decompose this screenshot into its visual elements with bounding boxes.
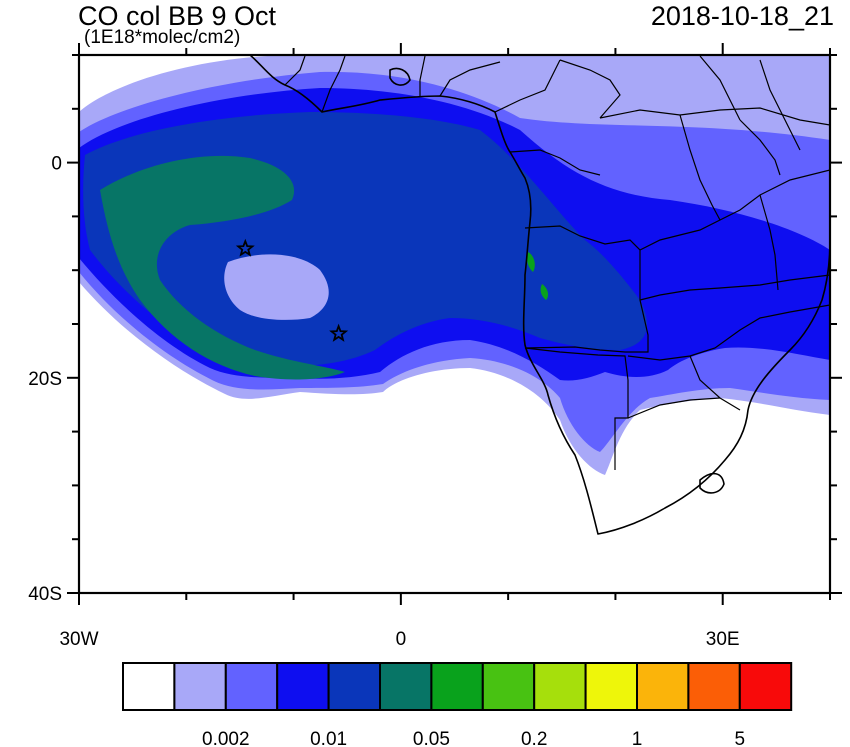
- colorbar-label: 0.2: [521, 729, 547, 747]
- star-marker: [329, 323, 349, 342]
- colorbar-swatch: [122, 662, 176, 711]
- colorbar-swatch: [173, 662, 227, 711]
- marker-layer: [235, 238, 349, 342]
- x-tick-label: 30W: [59, 629, 98, 650]
- map-timestamp: 2018-10-18_21: [650, 1, 834, 31]
- colorbar-swatch: [379, 662, 433, 711]
- colorbar-swatch: [636, 662, 690, 711]
- colorbar-swatch: [276, 662, 330, 711]
- y-tick-label: 40S: [28, 584, 62, 605]
- colorbar-swatch: [738, 662, 793, 711]
- y-axis: 0 20S 40S: [28, 54, 842, 605]
- colorbar-swatch: [584, 662, 638, 711]
- colorbar-label: 0.05: [413, 729, 450, 747]
- colorbar: 0.002 0.01 0.05 0.2 1 5: [122, 662, 793, 747]
- x-axis: 30W 0 30E: [59, 43, 831, 650]
- colorbar-swatch: [533, 662, 587, 711]
- colorbar-label: 5: [735, 729, 746, 747]
- co-concentration-field: [79, 55, 830, 475]
- colorbar-swatch: [327, 662, 382, 711]
- colorbar-swatch: [430, 662, 484, 711]
- colorbar-swatch: [687, 662, 741, 711]
- country-borders: [284, 55, 830, 470]
- colorbar-label: 0.01: [310, 729, 347, 747]
- colorbar-label: 1: [632, 729, 643, 747]
- x-tick-label: 30E: [706, 629, 740, 650]
- colorbar-swatch: [481, 662, 536, 711]
- map-title: CO col BB 9 Oct: [78, 1, 277, 31]
- colorbar-swatch: [224, 662, 279, 711]
- y-tick-label: 0: [51, 154, 62, 175]
- star-marker: [235, 238, 255, 257]
- x-tick-label: 0: [396, 629, 407, 650]
- y-tick-label: 20S: [28, 369, 62, 390]
- africa-coastline: [249, 55, 830, 535]
- colorbar-label: 0.002: [202, 729, 250, 747]
- map-units: (1E18*molec/cm2): [84, 27, 241, 48]
